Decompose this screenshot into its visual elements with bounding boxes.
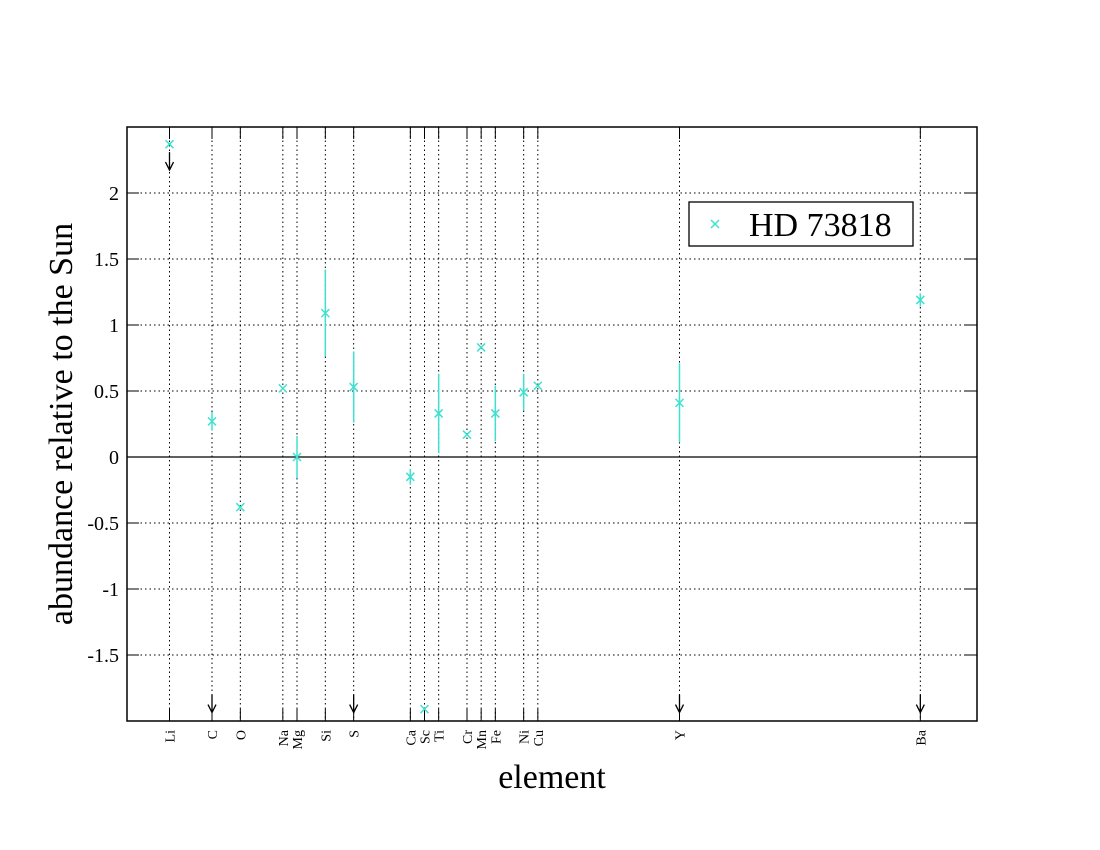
marker (915, 295, 925, 305)
x-tick-label: S (348, 730, 363, 738)
y-tick-label: 1 (109, 315, 119, 337)
limit-arrow (164, 152, 175, 172)
y-tick-label: 2 (109, 183, 119, 205)
x-tick-label: Sc (419, 730, 434, 744)
marker (320, 308, 330, 318)
marker (349, 382, 359, 392)
x-tick-label: Mg (291, 730, 306, 749)
limit-arrow (674, 694, 685, 715)
x-tick-label: Na (277, 729, 292, 746)
marker (490, 408, 500, 418)
x-tick-label: Li (164, 730, 179, 743)
y-tick-label: -0.5 (87, 513, 119, 535)
marker (278, 383, 288, 393)
marker (164, 139, 175, 149)
x-tick-label: Ni (518, 730, 533, 744)
y-tick-label: 1.5 (94, 249, 119, 271)
x-tick-label: Cr (461, 730, 476, 744)
x-tick-label: Mn (475, 730, 490, 749)
marker (519, 387, 529, 397)
y-axis-label: abundance relative to the Sun (43, 223, 80, 625)
y-tick-label: 0.5 (94, 381, 119, 403)
x-tick-label: Cu (532, 730, 547, 746)
y-tick-label: -1 (102, 579, 119, 601)
plot-frame (126, 126, 978, 722)
marker (207, 416, 217, 426)
legend-marker (710, 219, 720, 229)
x-tick-label: Fe (489, 730, 504, 744)
marker (533, 381, 543, 391)
marker (405, 472, 415, 482)
x-tick-label: C (206, 730, 221, 739)
y-tick-label: 0 (109, 447, 119, 469)
y-tick-label: -1.5 (87, 645, 119, 667)
x-tick-label: Y (674, 730, 689, 740)
marker (419, 704, 430, 714)
x-tick-label: Ti (433, 730, 448, 742)
limit-arrow (349, 694, 359, 715)
legend-box (688, 201, 914, 247)
marker (434, 408, 444, 418)
marker (674, 398, 685, 408)
x-tick-label: Si (319, 730, 334, 742)
marker (462, 430, 472, 440)
limit-arrow (915, 694, 925, 715)
limit-arrow (207, 694, 217, 715)
marker (235, 502, 245, 512)
legend-label: HD 73818 (749, 207, 892, 244)
x-tick-label: Ca (404, 729, 419, 745)
x-axis-label: element (498, 759, 606, 796)
marker (476, 342, 486, 352)
marker (292, 452, 302, 462)
x-tick-label: Ba (914, 729, 929, 745)
x-tick-label: O (234, 730, 249, 740)
